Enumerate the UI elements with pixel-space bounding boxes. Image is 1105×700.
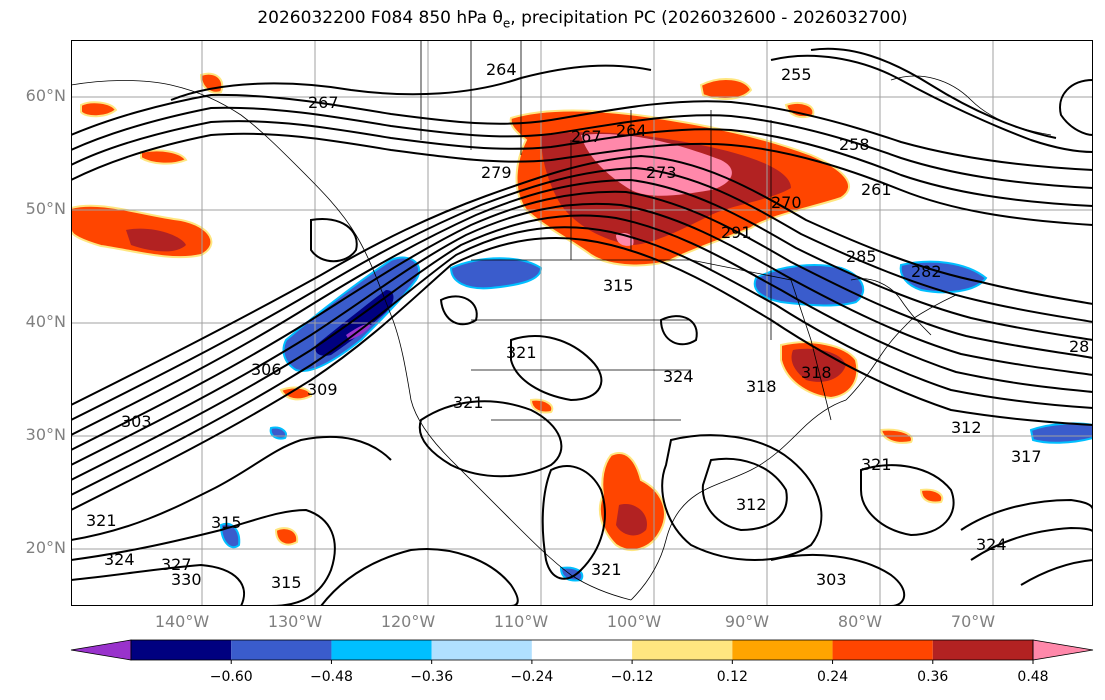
contour-labels: 264 267 255 258 261 264 267 279 273 270 …	[86, 60, 1089, 592]
contour-label: 309	[307, 380, 338, 399]
contour-label: 303	[816, 570, 847, 589]
contour-label: 315	[271, 573, 302, 592]
precip-blob	[126, 228, 186, 252]
map-title: 2026032200 F084 850 hPa θe, precipitatio…	[0, 8, 1105, 30]
contour-label: 318	[801, 363, 832, 382]
colorbar-segment	[632, 640, 733, 660]
lon-label: 140°W	[154, 612, 210, 631]
contour-label: 282	[911, 262, 942, 281]
lon-label: 130°W	[267, 612, 323, 631]
title-main: 2026032200 F084 850 hPa θ	[257, 8, 503, 28]
lon-label: 80°W	[837, 612, 883, 631]
contour-label: 291	[721, 223, 752, 242]
precip-blob	[1029, 422, 1093, 444]
contour-label: 321	[861, 455, 892, 474]
contour-label: 315	[603, 276, 634, 295]
contour-label: 279	[481, 163, 512, 182]
contour-label: 312	[951, 418, 982, 437]
colorbar-tick-label: −0.12	[610, 669, 654, 685]
coastlines	[71, 40, 1052, 601]
colorbar-segment	[832, 640, 933, 660]
title-subscript: e	[502, 16, 511, 31]
contour-label: 324	[104, 550, 135, 569]
precip-blob	[529, 398, 554, 414]
colorbar-tick-label: 0.48	[1017, 669, 1049, 685]
contour-label: 306	[251, 360, 282, 379]
contour-label: 315	[211, 513, 242, 532]
contour-label: 255	[781, 65, 812, 84]
lon-label: 90°W	[724, 612, 770, 631]
contour-label: 258	[839, 135, 870, 154]
contour-label: 261	[861, 180, 892, 199]
contour-label: 321	[591, 560, 622, 579]
precip-blob	[449, 257, 543, 290]
colorbar-tick-label: −0.60	[209, 669, 253, 685]
precip-blob	[699, 78, 753, 100]
colorbar-tick-label: 0.36	[917, 669, 949, 685]
colorbar-segment	[131, 640, 232, 660]
contour-label: 267	[571, 127, 602, 146]
contour-label: 303	[121, 412, 152, 431]
colorbar-tick-label: 0.60	[1098, 669, 1105, 685]
colorbar-tick-label: 0.24	[816, 669, 849, 685]
precip-blob	[753, 264, 865, 307]
colorbar-tick-label: 0.12	[716, 669, 748, 685]
lon-label: 120°W	[380, 612, 436, 631]
lat-label: 50°N	[25, 199, 66, 218]
contour-label: 324	[976, 535, 1007, 554]
precip-blob	[269, 426, 287, 440]
precip-blob	[274, 527, 299, 546]
precip-blob	[80, 101, 118, 118]
colorbar	[70, 639, 1094, 664]
lat-label: 40°N	[25, 312, 66, 331]
colorbar-segment	[531, 640, 633, 660]
colorbar-segment	[932, 640, 1033, 660]
contour-label: 330	[171, 570, 202, 589]
colorbar-segment	[732, 640, 833, 660]
contour-label: 264	[616, 121, 647, 140]
contour-label: 327	[161, 555, 192, 574]
lon-label: 100°W	[606, 612, 662, 631]
contour-label: 321	[453, 393, 484, 412]
lat-label: 30°N	[25, 425, 66, 444]
contour-label: 267	[308, 93, 339, 112]
precip-blob	[279, 386, 313, 401]
colorbar-segment	[231, 640, 332, 660]
lon-label: 110°W	[493, 612, 549, 631]
lat-label: 60°N	[25, 86, 66, 105]
colorbar-tick-label: −0.48	[309, 669, 353, 685]
colorbar-outline	[130, 639, 1034, 661]
precip-blob	[784, 102, 815, 119]
contour-label: 273	[646, 163, 677, 182]
contour-label: 285	[846, 247, 877, 266]
colorbar-segment	[431, 640, 532, 660]
title-rest: , precipitation PC (2026032600 - 2026032…	[510, 8, 908, 28]
contour-label: 324	[663, 367, 694, 386]
precip-blob	[616, 504, 647, 536]
colorbar-segment	[331, 640, 432, 660]
contour-label: 321	[506, 343, 537, 362]
map-panel: 264 267 255 258 261 264 267 279 273 270 …	[71, 40, 1093, 606]
contour-label: 28	[1069, 337, 1089, 356]
contour-label: 317	[1011, 447, 1042, 466]
precip-blob	[559, 566, 584, 582]
precip-blob	[598, 452, 666, 551]
lon-label: 70°W	[950, 612, 996, 631]
colorbar-extend-low	[70, 639, 132, 661]
map-svg: 264 267 255 258 261 264 267 279 273 270 …	[71, 40, 1093, 606]
theta-e-contours	[71, 47, 1093, 606]
colorbar-extend-high	[1032, 639, 1094, 661]
colorbar-tick-label: −0.36	[410, 669, 454, 685]
contour-label: 321	[86, 511, 117, 530]
contour-label: 312	[736, 495, 767, 514]
contour-label: 318	[746, 377, 777, 396]
lat-label: 20°N	[25, 538, 66, 557]
precip-blob	[919, 488, 944, 504]
contour-label: 270	[771, 193, 802, 212]
contour-label: 264	[486, 60, 517, 79]
colorbar-tick-label: −0.24	[510, 669, 554, 685]
precip-blob	[140, 149, 188, 165]
